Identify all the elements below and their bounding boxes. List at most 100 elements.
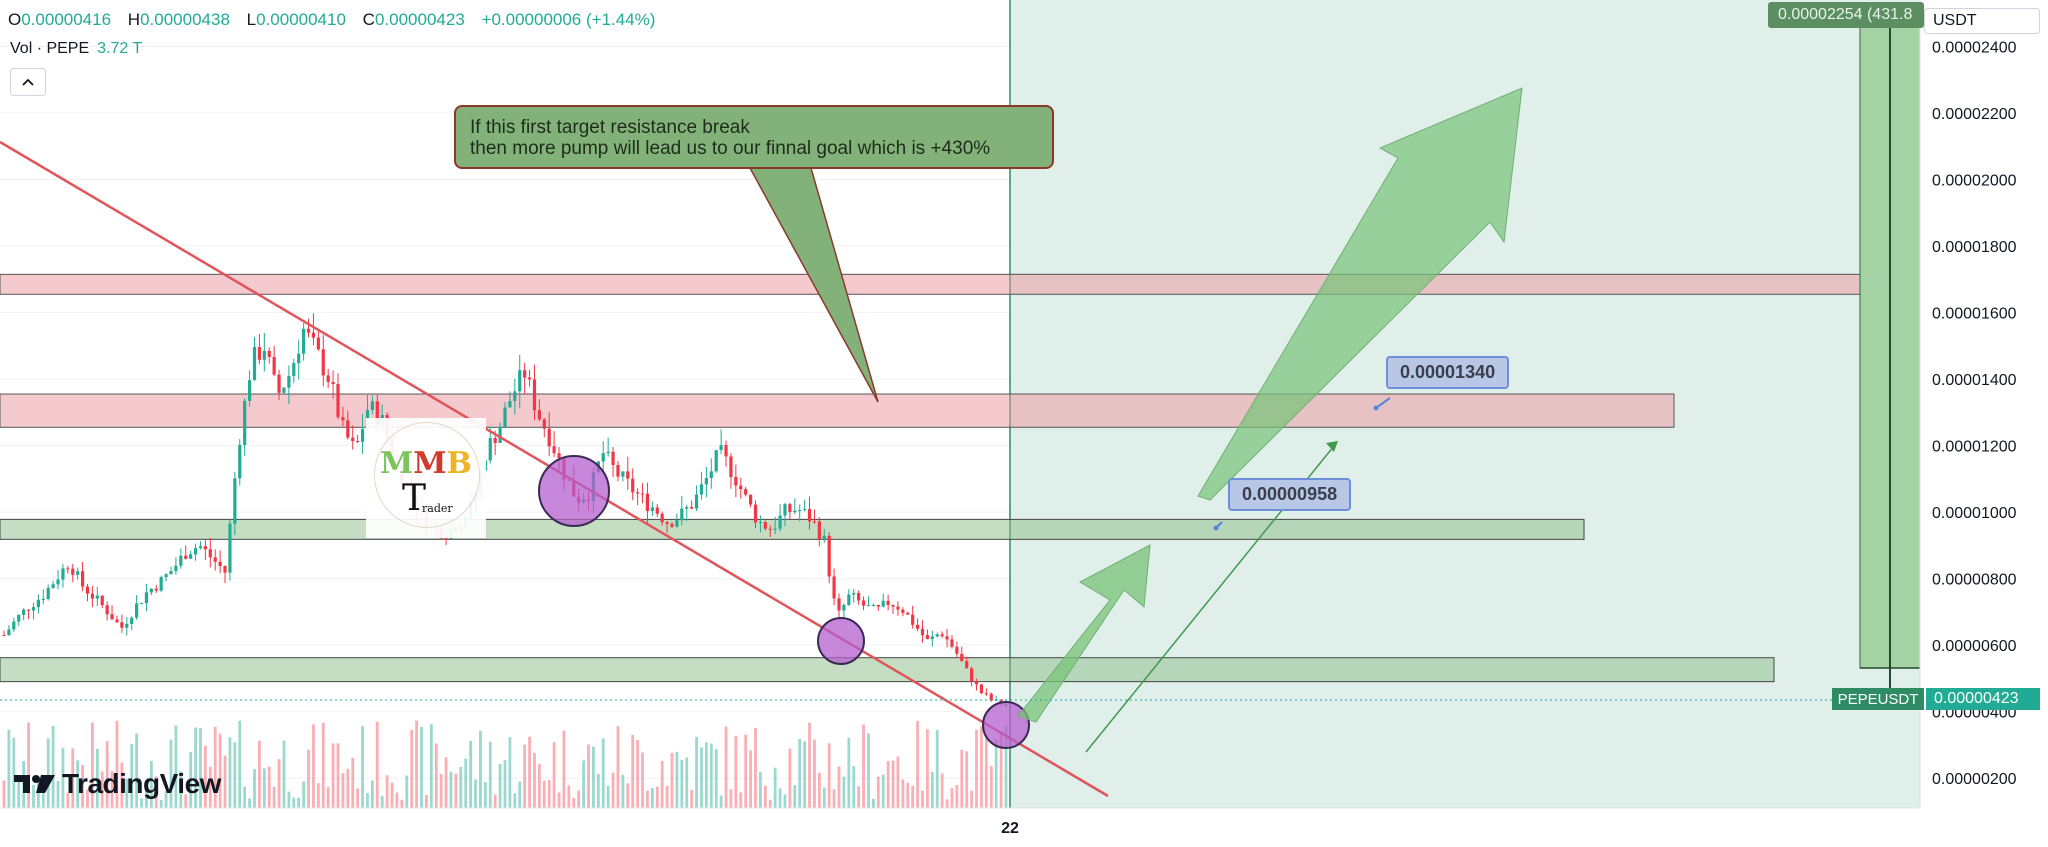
candle-body [287, 375, 291, 388]
candle-body [61, 568, 65, 580]
candle-body [213, 557, 217, 562]
price-axis[interactable]: 0.00002400 0.00002200 0.00002000 0.00001800… [1932, 40, 2017, 789]
tradingview-logo-text: TradingView [62, 768, 221, 799]
volume-bar [272, 786, 276, 808]
candle-body [650, 507, 654, 512]
volume-bar [356, 788, 360, 808]
candle-body [552, 446, 556, 454]
volume-bar [886, 760, 890, 808]
collapse-legend-button[interactable] [10, 68, 46, 96]
target-arrow-large[interactable] [1197, 87, 1523, 501]
candle-body [105, 605, 109, 615]
candle-body [778, 515, 782, 529]
volume-bar [385, 775, 389, 808]
price-tick: 0.00002400 [1932, 40, 2017, 57]
candle-body [351, 437, 355, 442]
volume-bar [881, 774, 885, 808]
candle-body [71, 568, 75, 575]
volume-bar [46, 738, 50, 808]
candle-body [827, 535, 831, 577]
volume-bar [749, 750, 752, 808]
candle-body [257, 347, 262, 360]
candle-body [690, 506, 694, 509]
volume-bar [685, 757, 689, 808]
volume-bar [439, 773, 443, 808]
candle-body [346, 420, 350, 438]
candle-body [812, 521, 817, 523]
volume-bar [528, 736, 531, 808]
volume-bar [164, 791, 168, 808]
volume-bar [621, 774, 625, 808]
candle-body [311, 332, 316, 338]
candle-body [493, 438, 497, 443]
volume-bar [857, 786, 861, 808]
touch-circles [538, 455, 1030, 749]
candle-body [341, 417, 345, 421]
volume-bar [71, 748, 75, 808]
volume-bar [980, 726, 983, 808]
volume-bar [262, 768, 266, 808]
author-watermark: MMB T rader [366, 418, 486, 538]
candle-body [911, 614, 915, 625]
volume-bar [203, 745, 207, 808]
candle-body [12, 621, 16, 630]
volume-bar [759, 771, 762, 808]
candle-body [940, 634, 944, 637]
target-price-label-2[interactable]: 0.00001340 [1386, 356, 1510, 389]
volume-bar [901, 779, 905, 808]
candle-body [601, 453, 605, 462]
price-tick: 0.00001200 [1932, 439, 2017, 456]
close-value: 0.00000423 [374, 10, 465, 29]
volume-bar [66, 792, 70, 808]
annotation-callout[interactable]: If this first target resistance break th… [454, 105, 1054, 169]
candle-body [861, 600, 866, 606]
tradingview-logo[interactable]: TradingView [14, 768, 221, 800]
volume-bar [7, 729, 11, 808]
volume-bar [213, 726, 217, 808]
candle-body [694, 494, 699, 509]
low-key: L [246, 10, 257, 29]
volume-bar [788, 748, 792, 808]
volume-bar [778, 788, 782, 808]
volume-bar [366, 793, 369, 808]
candle-body [626, 471, 630, 479]
volume-legend: Vol · PEPE 3.72 T [10, 40, 142, 58]
volume-bar [336, 743, 340, 808]
symbol-tag: PEPEUSDT [1832, 688, 1924, 710]
volume-bar [302, 781, 306, 808]
candle-body [699, 484, 704, 495]
candle-body [935, 634, 939, 637]
target-price-label-1[interactable]: 0.00000958 [1228, 478, 1352, 511]
volume-bar [2, 780, 6, 808]
volume-bar [425, 794, 428, 808]
volume-bar [611, 772, 615, 808]
candle-body [675, 520, 679, 527]
label-pointer-2 [1375, 397, 1391, 409]
volume-bar [984, 737, 988, 808]
volume-bar [542, 780, 546, 808]
volume-bar [179, 771, 183, 808]
candle-body [85, 586, 90, 594]
volume-bar [81, 764, 84, 808]
volume-bar [208, 766, 212, 808]
volume-bar [665, 785, 669, 808]
currency-select[interactable]: USDT [1924, 8, 2040, 34]
volume-bar [626, 783, 630, 808]
candle-body [159, 577, 163, 591]
candle-body [719, 445, 723, 451]
watermark-main: T [402, 478, 427, 519]
candle-body [321, 349, 325, 376]
candle-body [218, 561, 222, 567]
close-key: C [362, 10, 375, 29]
volume-bar [174, 725, 178, 808]
volume-bar [223, 755, 227, 808]
volume-bar [1004, 725, 1008, 808]
volume-bar [434, 743, 438, 808]
volume-bar [763, 785, 767, 808]
volume-bar [601, 738, 605, 808]
volume-value: 3.72 T [97, 40, 143, 57]
candle-body [945, 636, 949, 640]
volume-bar [994, 739, 998, 808]
volume-bar [145, 788, 148, 808]
